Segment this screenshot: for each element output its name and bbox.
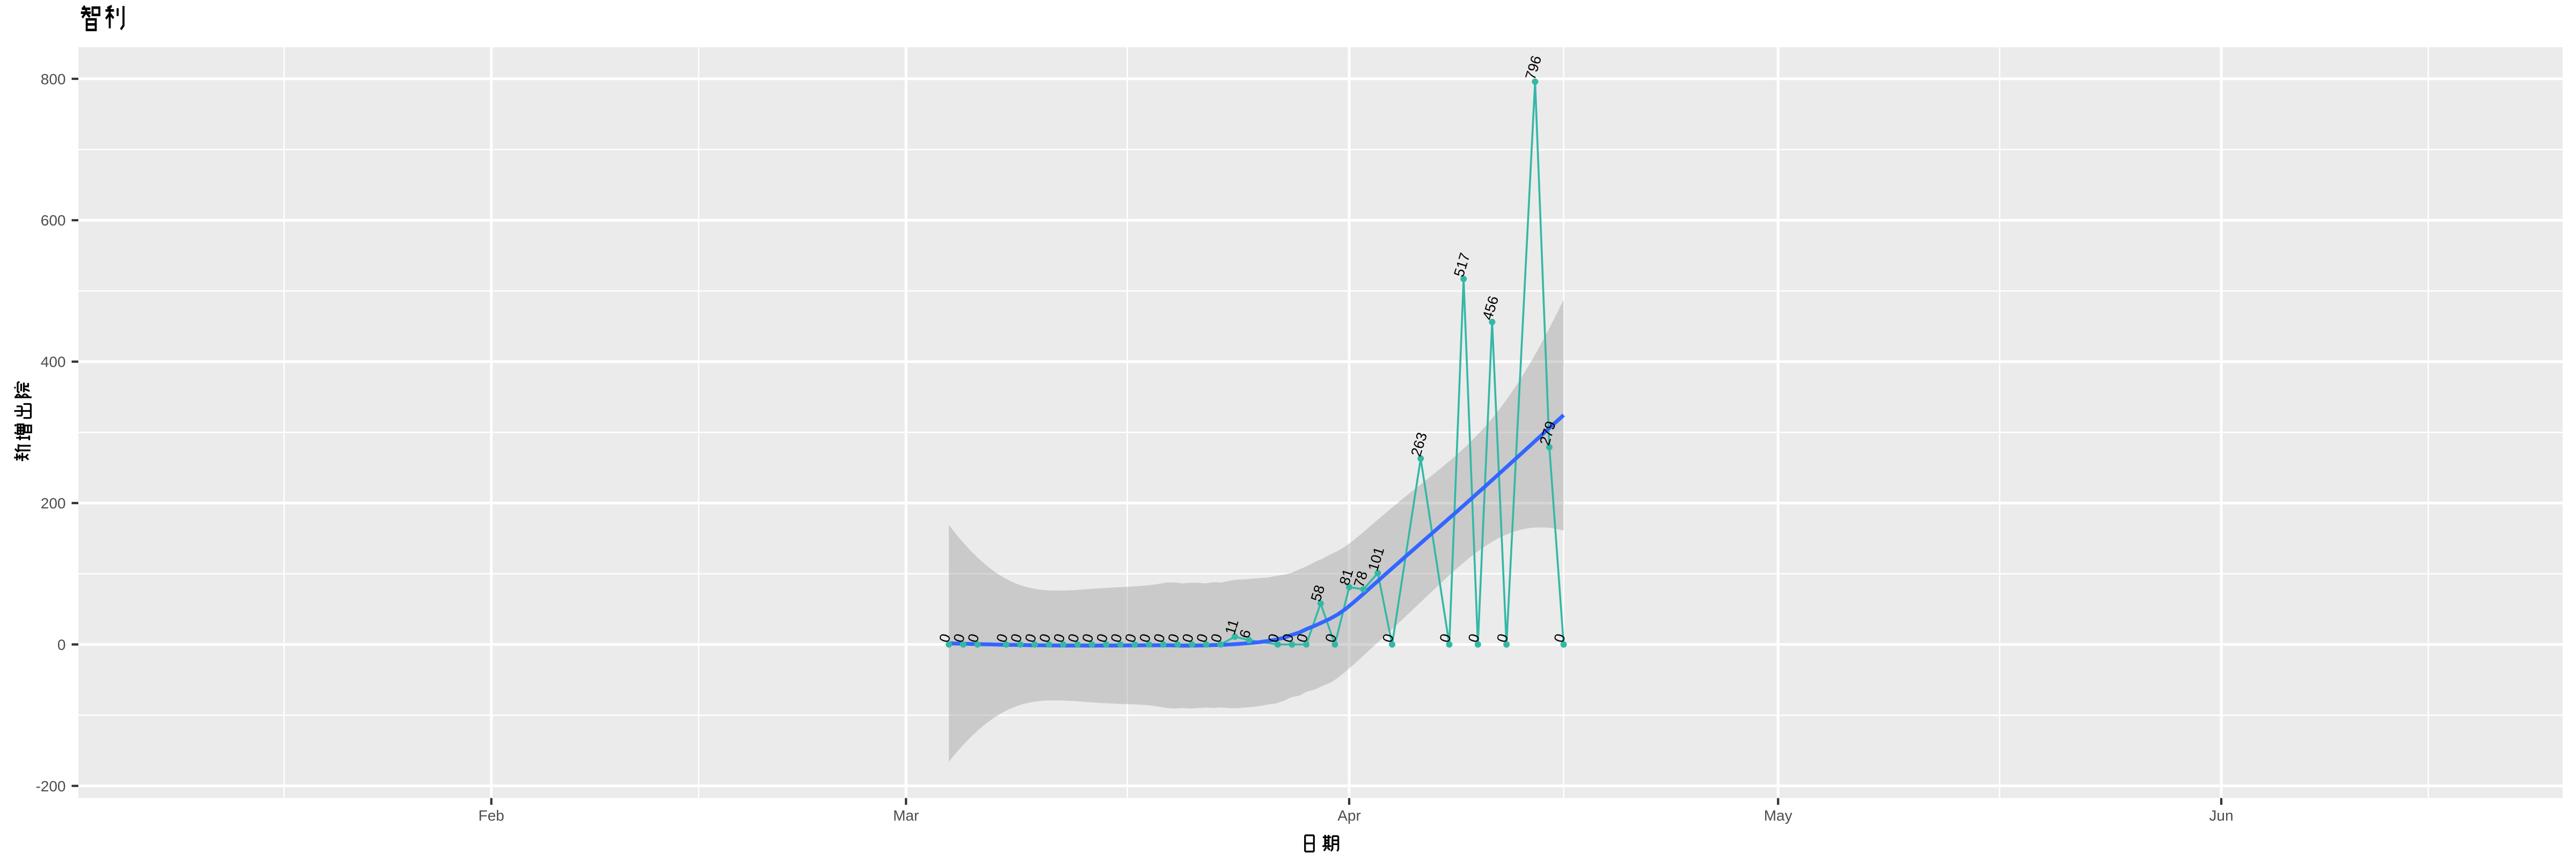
svg-text:400: 400 <box>41 354 66 370</box>
svg-text:Mar: Mar <box>893 807 919 824</box>
svg-text:Feb: Feb <box>478 807 504 824</box>
svg-text:-200: -200 <box>35 778 65 795</box>
svg-text:May: May <box>1764 807 1792 824</box>
svg-text:800: 800 <box>41 71 66 88</box>
svg-text:600: 600 <box>41 212 66 229</box>
svg-text:200: 200 <box>41 495 66 512</box>
svg-text:0: 0 <box>57 636 66 653</box>
svg-text:Apr: Apr <box>1337 807 1361 824</box>
svg-text:Jun: Jun <box>2209 807 2233 824</box>
